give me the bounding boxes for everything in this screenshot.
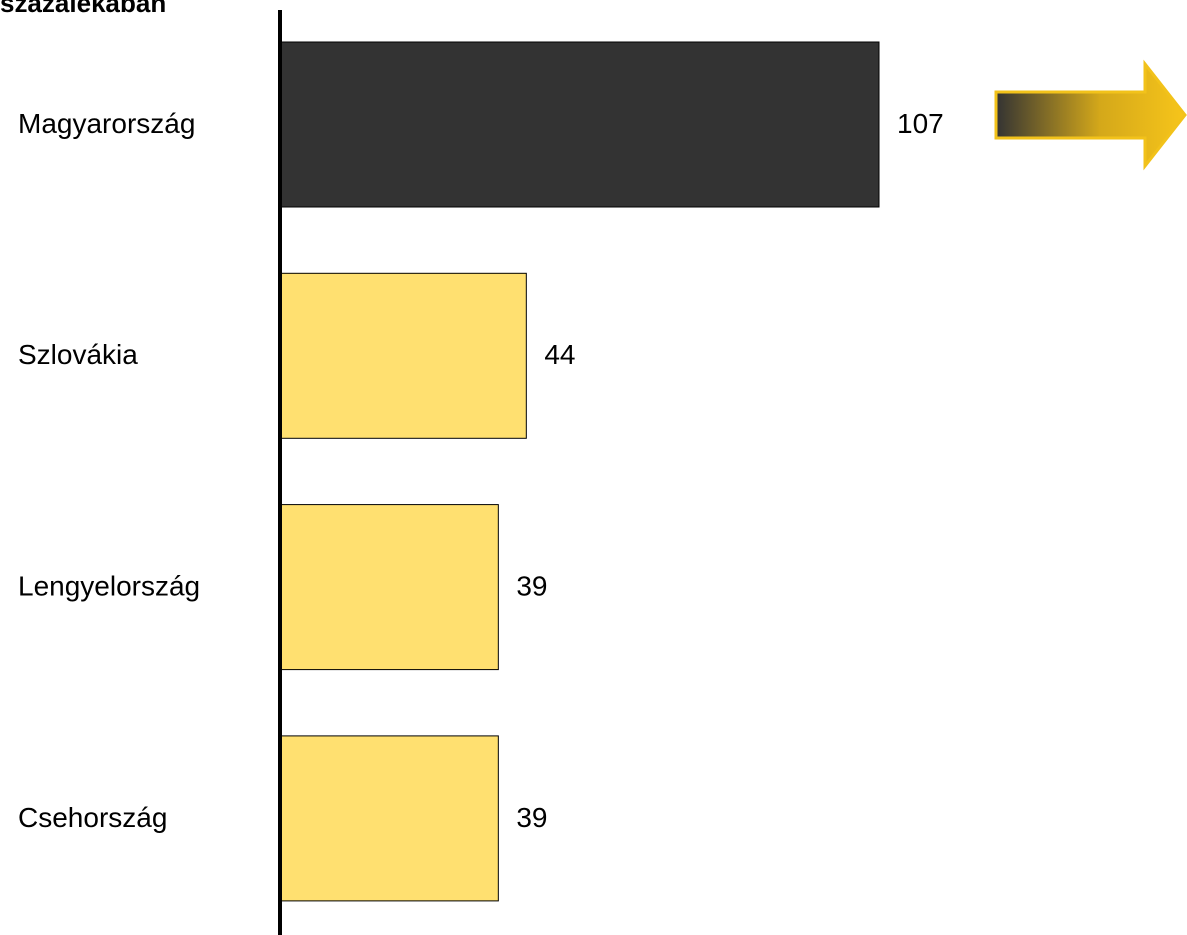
chart-title: százalékában [0, 0, 166, 18]
value-label: 39 [516, 802, 547, 833]
bar [279, 272, 527, 439]
value-label: 107 [897, 108, 944, 139]
value-label: 39 [516, 570, 547, 601]
value-label: 44 [544, 339, 575, 370]
arrow-icon [994, 59, 1187, 171]
category-label: Csehország [18, 802, 167, 833]
category-label: Szlovákia [18, 339, 138, 370]
bar [279, 41, 880, 208]
category-label: Magyarország [18, 108, 195, 139]
bars: Magyarország 107 Szlovákia 44 Lengyelország 3… [18, 41, 944, 902]
bar [279, 735, 499, 902]
category-label: Lengyelország [18, 570, 200, 601]
bar [279, 504, 499, 671]
